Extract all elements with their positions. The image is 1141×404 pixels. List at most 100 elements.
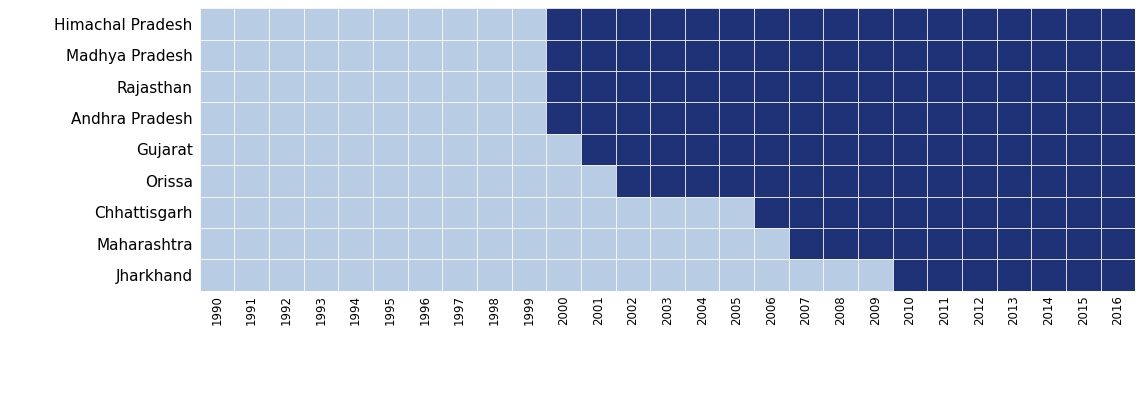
Bar bbox=[477, 259, 511, 291]
Bar bbox=[650, 197, 685, 228]
Bar bbox=[615, 134, 650, 165]
Bar bbox=[234, 40, 269, 71]
Bar bbox=[547, 102, 581, 134]
Bar bbox=[720, 228, 754, 259]
Bar bbox=[304, 259, 338, 291]
Bar bbox=[1101, 40, 1135, 71]
Bar bbox=[858, 197, 892, 228]
Bar bbox=[200, 8, 234, 40]
Bar bbox=[1101, 8, 1135, 40]
Bar bbox=[547, 134, 581, 165]
Bar bbox=[443, 8, 477, 40]
Bar bbox=[338, 259, 373, 291]
Bar bbox=[1101, 259, 1135, 291]
Bar bbox=[581, 228, 615, 259]
Bar bbox=[581, 71, 615, 102]
Bar bbox=[269, 40, 304, 71]
Bar bbox=[892, 165, 928, 197]
Bar bbox=[1101, 197, 1135, 228]
Bar bbox=[443, 40, 477, 71]
Bar bbox=[962, 197, 997, 228]
Bar bbox=[338, 40, 373, 71]
Bar bbox=[581, 40, 615, 71]
Bar bbox=[338, 165, 373, 197]
Bar bbox=[1031, 197, 1066, 228]
Bar bbox=[1066, 134, 1101, 165]
Bar bbox=[1031, 259, 1066, 291]
Bar bbox=[788, 102, 824, 134]
Bar bbox=[754, 102, 788, 134]
Bar bbox=[477, 134, 511, 165]
Bar bbox=[997, 228, 1031, 259]
Bar bbox=[581, 165, 615, 197]
Bar bbox=[407, 134, 443, 165]
Bar bbox=[234, 71, 269, 102]
Bar bbox=[754, 259, 788, 291]
Bar bbox=[338, 8, 373, 40]
Bar bbox=[443, 197, 477, 228]
Bar bbox=[997, 8, 1031, 40]
Bar bbox=[1066, 165, 1101, 197]
Bar bbox=[788, 259, 824, 291]
Bar bbox=[234, 134, 269, 165]
Bar bbox=[858, 40, 892, 71]
Bar bbox=[650, 102, 685, 134]
Bar bbox=[1031, 71, 1066, 102]
Bar bbox=[511, 197, 547, 228]
Bar bbox=[650, 40, 685, 71]
Bar bbox=[824, 102, 858, 134]
Bar bbox=[720, 102, 754, 134]
Bar bbox=[962, 228, 997, 259]
Bar bbox=[1031, 8, 1066, 40]
Bar bbox=[962, 134, 997, 165]
Bar bbox=[373, 165, 407, 197]
Bar bbox=[615, 71, 650, 102]
Bar bbox=[373, 71, 407, 102]
Bar bbox=[407, 8, 443, 40]
Bar bbox=[824, 197, 858, 228]
Bar bbox=[200, 165, 234, 197]
Bar bbox=[754, 40, 788, 71]
Bar bbox=[892, 134, 928, 165]
Bar bbox=[511, 71, 547, 102]
Bar bbox=[1066, 197, 1101, 228]
Bar bbox=[650, 8, 685, 40]
Bar bbox=[511, 165, 547, 197]
Bar bbox=[443, 228, 477, 259]
Bar bbox=[685, 134, 720, 165]
Bar bbox=[1101, 228, 1135, 259]
Bar bbox=[338, 197, 373, 228]
Bar bbox=[858, 259, 892, 291]
Bar bbox=[511, 8, 547, 40]
Bar bbox=[1066, 228, 1101, 259]
Bar bbox=[200, 134, 234, 165]
Bar bbox=[443, 71, 477, 102]
Bar bbox=[892, 102, 928, 134]
Bar bbox=[269, 197, 304, 228]
Bar bbox=[373, 102, 407, 134]
Bar bbox=[1066, 102, 1101, 134]
Bar bbox=[234, 102, 269, 134]
Bar bbox=[997, 259, 1031, 291]
Bar bbox=[581, 102, 615, 134]
Bar bbox=[928, 197, 962, 228]
Bar bbox=[304, 197, 338, 228]
Bar bbox=[615, 102, 650, 134]
Bar bbox=[858, 134, 892, 165]
Bar bbox=[1101, 71, 1135, 102]
Bar bbox=[338, 134, 373, 165]
Bar bbox=[858, 102, 892, 134]
Bar bbox=[234, 165, 269, 197]
Bar bbox=[892, 8, 928, 40]
Bar bbox=[1101, 134, 1135, 165]
Bar bbox=[650, 259, 685, 291]
Bar bbox=[1031, 228, 1066, 259]
Bar bbox=[788, 197, 824, 228]
Bar bbox=[547, 165, 581, 197]
Bar bbox=[892, 259, 928, 291]
Bar bbox=[373, 228, 407, 259]
Bar bbox=[373, 40, 407, 71]
Bar bbox=[304, 8, 338, 40]
Bar bbox=[511, 134, 547, 165]
Bar bbox=[892, 71, 928, 102]
